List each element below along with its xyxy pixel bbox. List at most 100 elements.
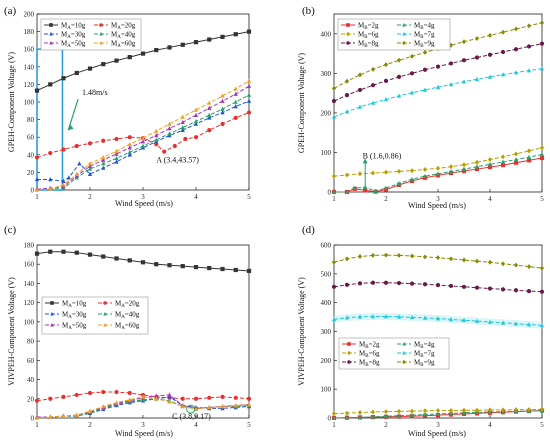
data-point [74,412,79,417]
data-point [61,249,66,254]
series-4 [331,280,545,294]
y-tick-label: 100 [24,318,35,326]
data-point [61,76,66,81]
data-point [167,121,172,126]
data-point [172,143,177,149]
y-tick-label: 160 [24,261,35,269]
legend-label: MB=8g [358,40,379,50]
data-point [246,29,252,34]
data-point [127,141,132,147]
data-point [167,131,172,136]
data-point [344,189,350,194]
legend-label: MA=10g [61,22,86,32]
data-point [61,178,66,183]
legend-marker [103,322,107,327]
legend-item: MB=4g [397,341,435,350]
panel-c: (c) 1 2 3 4 5 0 20 40 60 80 100 120 140 160 180 Wind Spe… [4,224,251,438]
y-tick-label: 20 [27,395,35,403]
legend-marker [347,342,351,346]
data-point [363,188,368,193]
data-point [344,415,350,420]
data-point [409,281,415,286]
data-point [383,280,389,285]
x-tick-label: 2 [88,193,92,201]
data-point [114,400,119,405]
y-tick-label: 60 [27,134,35,142]
x-tick-label: 5 [540,195,544,203]
panel-d: (d) 1 2 3 4 5 0 100 200 300 400 500 600 Wind Speed (m… [297,224,544,438]
data-point [101,254,106,259]
data-point [101,62,106,67]
x-axis-label: Wind Speed (m/s) [408,201,466,210]
data-point [474,318,480,323]
x-tick-label: 3 [141,193,145,201]
annotation-label: C (3.8,9.17) [172,412,211,421]
panel-b: (b) 1 2 3 4 5 0 100 200 300 400 Wind Speed (m/s) GPE… [297,5,544,210]
data-point [396,93,402,98]
legend-marker [99,23,103,27]
data-point [154,47,159,53]
data-point [487,52,493,57]
data-point [101,389,106,395]
data-point [409,176,415,182]
y-tick-label: 300 [321,70,332,78]
data-point [331,114,337,119]
data-point [233,104,238,109]
data-point [370,252,376,258]
series-0 [34,29,252,93]
legend-label: MB=7g [414,31,435,41]
legend-box [337,18,451,51]
data-point [220,394,225,399]
data-point [500,261,506,267]
y-tick-label: 20 [27,169,35,177]
annotation-label: A (3.4,43.57) [156,156,199,165]
data-point [474,166,480,172]
data-point [370,414,376,419]
data-point [193,107,199,112]
data-point [500,320,506,325]
y-tick-label: 140 [24,280,35,288]
data-point [180,114,185,119]
y-axis-label: GPEH-Component Voltage (V) [7,52,16,152]
data-point [114,151,119,156]
y-tick-label: 160 [24,46,35,54]
data-point [448,410,454,416]
legend-label: MB=2g [358,22,379,32]
x-tick-label: 2 [384,195,388,203]
data-point [435,408,441,414]
series-2 [331,406,545,417]
data-point [207,128,212,133]
data-point [435,64,441,69]
data-point [220,266,225,272]
data-point [66,175,71,180]
legend-label: MA=60g [111,40,136,50]
data-point [383,252,389,258]
data-point [357,87,363,93]
data-point [127,55,132,60]
data-point [101,157,106,162]
data-point [344,315,350,320]
data-point [435,255,441,261]
x-axis-label: Wind Speed (m/s) [408,429,466,438]
data-point [500,154,506,160]
series-2 [331,145,545,179]
data-point [331,259,337,265]
data-point [448,61,454,66]
legend-label: MA=10g [62,300,87,310]
x-axis-label: Wind Speed (m/s) [115,429,173,438]
data-point [207,115,212,120]
data-point [220,404,225,409]
data-point [422,67,428,72]
data-point [207,395,212,400]
series-line [37,396,250,418]
data-point [448,256,454,262]
data-point [513,407,519,413]
y-tick-label: 80 [27,338,35,346]
legend-label: MA=30g [61,31,86,41]
data-point [383,97,389,102]
data-point [539,20,545,26]
data-point [101,138,106,143]
y-tick-label: 200 [321,109,332,117]
data-point [526,68,532,73]
data-point [396,280,402,286]
